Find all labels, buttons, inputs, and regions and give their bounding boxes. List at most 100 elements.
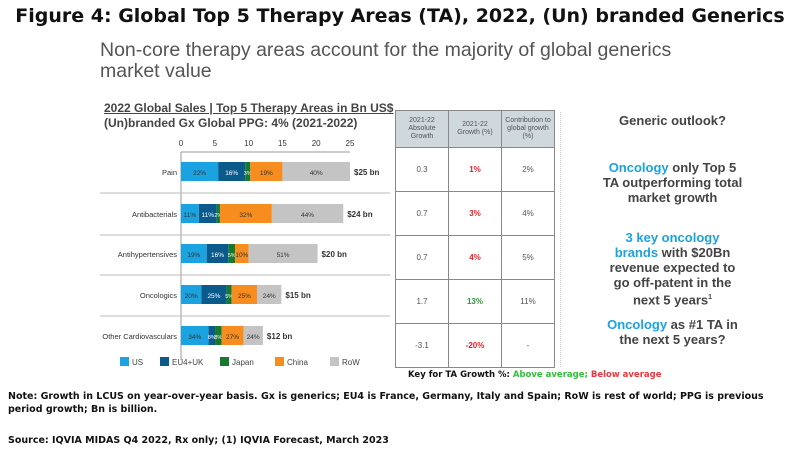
table-cell: 0.3: [395, 147, 449, 192]
divider: [560, 112, 561, 367]
table-cell: 11%: [501, 279, 555, 324]
data-label: 25%: [238, 293, 251, 300]
data-label: 3%: [244, 171, 252, 177]
key-sep: ;: [584, 370, 591, 380]
total-label: $15 bn: [285, 291, 310, 300]
data-label: 24%: [263, 293, 276, 300]
legend-label: China: [287, 358, 308, 367]
table-cell: 4%: [501, 191, 555, 236]
header-growth-pct: 2021-22 Growth (%): [448, 110, 502, 148]
legend-swatch: [120, 357, 129, 366]
data-label: 5%: [228, 253, 236, 259]
bar-segment-eu4+uk: [208, 326, 216, 345]
bar-segment-japan: [216, 204, 220, 223]
header-absolute-growth: 2021-22 Absolute Growth: [395, 110, 449, 148]
data-label: 27%: [226, 334, 239, 341]
total-label: $20 bn: [322, 250, 347, 259]
legend-label: EU4+UK: [172, 358, 204, 367]
data-label: 2%: [214, 213, 222, 219]
text: as #1 TA in the next 5 years?: [619, 317, 738, 347]
total-label: $24 bn: [347, 210, 372, 219]
data-label: 5%: [225, 294, 233, 300]
table-cell: 1%: [448, 147, 502, 192]
bar-segment-japan: [228, 244, 236, 263]
bar-segment-eu4+uk: [201, 285, 227, 304]
note: Note: Growth in LCUS on year-over-year b…: [8, 391, 764, 415]
data-label: 8%: [208, 335, 216, 341]
category-label: Antibacterials: [132, 210, 177, 219]
text: with $20Bn revenue expected to go off-pa…: [609, 245, 736, 308]
bar-segment-us: [181, 285, 202, 304]
table-cell: 0.7: [395, 235, 449, 280]
highlight: 3 key oncology brands: [614, 230, 720, 260]
key-label: Key for TA Growth %:: [408, 370, 513, 380]
data-label: 16%: [225, 170, 238, 177]
data-label: 44%: [301, 212, 314, 219]
table-cell: 2%: [501, 147, 555, 192]
header-contribution: Contribution to global growth (%): [501, 110, 555, 148]
data-label: 51%: [277, 252, 290, 259]
bar-segment-row: [243, 326, 263, 345]
table-row: -3.1 -20% -: [395, 323, 555, 368]
text: only Top 5 TA outperforming total market…: [602, 160, 743, 205]
category-label: Pain: [162, 168, 177, 177]
bar-segment-eu4+uk: [218, 162, 246, 181]
table-row: 0.7 4% 5%: [395, 235, 555, 280]
bar-segment-us: [181, 162, 219, 181]
legend-swatch: [220, 357, 229, 366]
legend-label: Japan: [232, 358, 254, 367]
key-below: Below average: [590, 370, 662, 380]
data-label: 34%: [188, 334, 201, 341]
growth-key: Key for TA Growth %: Above average; Belo…: [408, 370, 661, 380]
table-row: 0.7 3% 4%: [395, 191, 555, 236]
bar-segment-china: [219, 204, 272, 223]
table-cell: 1.7: [395, 279, 449, 324]
bar-segment-eu4+uk: [206, 244, 229, 263]
table-row: 1.7 13% 11%: [395, 279, 555, 324]
chart-title: 2022 Global Sales | Top 5 Therapy Areas …: [104, 101, 394, 115]
total-label: $25 bn: [354, 168, 379, 177]
highlight: Oncology: [608, 160, 669, 175]
data-label: 11%: [202, 212, 215, 219]
bar-segment-japan: [226, 285, 232, 304]
growth-table: 2021-22 Absolute Growth 2021-22 Growth (…: [395, 110, 555, 368]
category-label: Other Cardiovasculars: [102, 332, 177, 341]
total-label: $12 bn: [267, 332, 292, 341]
key-above: Above average: [512, 370, 585, 380]
category-label: Oncologics: [140, 291, 177, 300]
bar-segment-japan: [215, 326, 222, 345]
x-tick-label: 0: [179, 139, 184, 148]
table-row: 0.3 1% 2%: [395, 147, 555, 192]
table-cell: 0.7: [395, 191, 449, 236]
table-cell: 3%: [448, 191, 502, 236]
bar-segment-china: [235, 244, 249, 263]
bar-segment-japan: [245, 162, 251, 181]
bar-segment-row: [257, 285, 282, 304]
data-label: 24%: [247, 334, 260, 341]
bar-segment-china: [221, 326, 244, 345]
bar-segment-china: [231, 285, 258, 304]
bar-segment-row: [271, 204, 344, 223]
data-label: 20%: [185, 293, 198, 300]
bar-segment-eu4+uk: [198, 204, 217, 223]
table-cell: -3.1: [395, 323, 449, 368]
bar-segment-row: [282, 162, 350, 181]
data-label: 19%: [260, 170, 273, 177]
table-cell: 5%: [501, 235, 555, 280]
data-label: 11%: [184, 212, 197, 219]
category-label: Antihypertensives: [118, 250, 177, 259]
bar-segment-row: [248, 244, 318, 263]
legend-label: US: [132, 358, 143, 367]
data-label: 22%: [193, 170, 206, 177]
outlook-question: Generic outlook?: [619, 113, 726, 128]
x-tick-label: 5: [213, 139, 218, 148]
legend-swatch: [160, 357, 169, 366]
outlook-point-3: Oncology as #1 TA in the next 5 years?: [565, 317, 780, 347]
slide-subtitle: Non-core therapy areas account for the m…: [100, 39, 672, 82]
figure-title: Figure 4: Global Top 5 Therapy Areas (TA…: [15, 5, 785, 27]
highlight: Oncology: [607, 317, 668, 332]
data-label: 8%: [214, 335, 222, 341]
bar-segment-us: [181, 326, 209, 345]
chart-subtitle: (Un)branded Gx Global PPG: 4% (2021-2022…: [104, 116, 358, 130]
outlook-point-2: 3 key oncology brands with $20Bn revenue…: [565, 230, 780, 307]
